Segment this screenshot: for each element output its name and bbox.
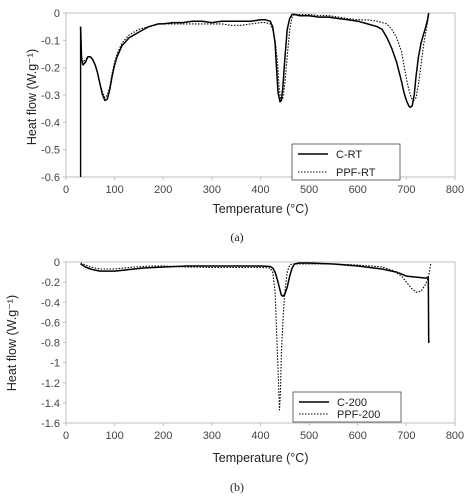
panel-caption: (a) xyxy=(230,230,243,244)
x-tick-label: 800 xyxy=(446,430,464,442)
y-tick-label: -0.5 xyxy=(41,145,60,157)
y-tick-label: -0.8 xyxy=(41,338,60,350)
series-line-c-200 xyxy=(80,262,430,344)
x-tick-label: 200 xyxy=(154,430,172,442)
series-line-ppf-rt xyxy=(80,12,430,102)
legend-label-c-rt: C-RT xyxy=(336,149,362,161)
y-tick-label: -1 xyxy=(50,358,60,370)
y-tick-label: -1.2 xyxy=(41,378,60,390)
x-tick-label: 400 xyxy=(251,430,269,442)
legend-box xyxy=(291,143,401,181)
x-tick-label: 500 xyxy=(300,184,318,196)
chart-panels: 0-0.1-0.2-0.3-0.4-0.5-0.60 100 200 300 400 50… xyxy=(5,8,464,494)
x-tick-label: 100 xyxy=(105,430,123,442)
x-tick-label: 100 xyxy=(105,184,123,196)
x-tick-label: 0 xyxy=(63,430,69,442)
y-tick-label: 0 xyxy=(54,257,60,269)
panel-caption: (b) xyxy=(230,480,244,494)
y-tick-label: -0.4 xyxy=(41,117,60,129)
y-tick-label: 0 xyxy=(54,8,60,20)
x-tick-label: 700 xyxy=(397,430,415,442)
x-axis-label: Temperature (°C) xyxy=(213,451,309,465)
legend-label-ppf-200: PPF-200 xyxy=(337,409,380,421)
x-tick-label: 600 xyxy=(349,184,367,196)
y-axis-label: Heat flow (W.g⁻¹) xyxy=(25,49,39,145)
x-tick-label: 700 xyxy=(397,184,415,196)
y-axis-label: Heat flow (W.g⁻¹) xyxy=(5,295,19,391)
legend-box xyxy=(292,391,402,423)
y-tick-label: -0.6 xyxy=(41,172,60,184)
y-tick-label: -0.6 xyxy=(41,317,60,329)
x-tick-label: 500 xyxy=(300,430,318,442)
y-tick-label: -0.2 xyxy=(41,63,60,75)
y-tick-label: -0.2 xyxy=(41,277,60,289)
chart-panel-2: 0-0.2-0.4-0.6-0.8-1-1.2-1.4-1.60 100 200 30… xyxy=(5,257,464,494)
y-tick-label: -1.6 xyxy=(41,418,60,430)
legend-label-ppf-rt: PPF-RT xyxy=(336,167,376,179)
x-tick-label: 400 xyxy=(251,184,269,196)
y-tick-label: -0.3 xyxy=(41,90,60,102)
x-tick-label: 300 xyxy=(203,430,221,442)
legend: C-RT PPF-RT xyxy=(291,143,401,181)
y-tick-label: -0.4 xyxy=(41,297,60,309)
y-tick-label: -1.4 xyxy=(41,398,60,410)
legend-label-c-200: C-200 xyxy=(337,397,367,409)
x-tick-label: 200 xyxy=(154,184,172,196)
chart-panel-1: 0-0.1-0.2-0.3-0.4-0.5-0.60 100 200 300 400 50… xyxy=(25,8,464,244)
x-tick-label: 600 xyxy=(349,430,367,442)
x-tick-label: 800 xyxy=(446,184,464,196)
x-axis-label: Temperature (°C) xyxy=(213,202,309,216)
y-tick-label: -0.1 xyxy=(41,35,60,47)
x-tick-label: 0 xyxy=(63,184,69,196)
x-tick-label: 300 xyxy=(203,184,221,196)
